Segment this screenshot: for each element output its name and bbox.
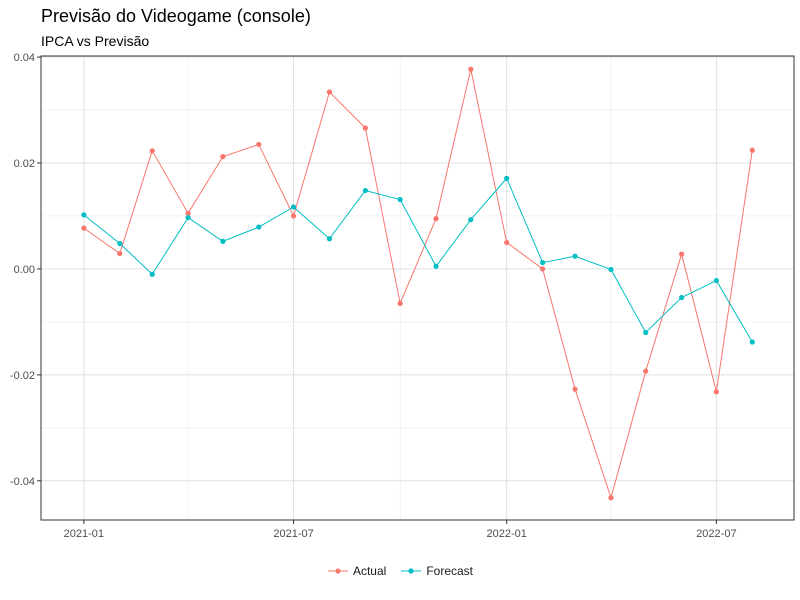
data-point-forecast	[749, 339, 755, 345]
legend: Actual Forecast	[0, 564, 800, 578]
data-point-actual	[504, 239, 510, 246]
data-point-forecast	[362, 187, 368, 194]
data-point-forecast	[713, 277, 719, 284]
series-line-forecast	[83, 177, 753, 343]
data-point-forecast	[220, 238, 226, 244]
data-point-forecast	[540, 259, 546, 266]
data-point-actual	[220, 154, 226, 160]
data-point-actual	[749, 147, 755, 153]
y-tick-label: 0.00	[14, 264, 35, 276]
data-point-forecast	[149, 271, 155, 277]
chart-subtitle: IPCA vs Previsão	[41, 33, 150, 49]
data-point-forecast	[185, 214, 191, 221]
data-point-actual	[608, 495, 614, 501]
y-tick-label: -0.02	[10, 370, 35, 382]
series-points	[81, 66, 755, 501]
data-point-actual	[713, 389, 719, 395]
legend-label-forecast: Forecast	[426, 564, 474, 578]
data-point-forecast	[81, 212, 87, 218]
y-tick-label: 0.04	[14, 52, 35, 64]
data-point-forecast	[608, 266, 614, 273]
plot-panel	[41, 56, 794, 520]
data-point-actual	[117, 250, 123, 257]
legend-item-forecast: Forecast	[400, 564, 473, 578]
data-point-forecast	[679, 294, 685, 301]
data-point-forecast	[117, 240, 123, 247]
data-point-actual	[81, 225, 87, 231]
legend-item-actual: Actual	[327, 564, 386, 578]
y-tick-label: -0.04	[10, 476, 35, 488]
data-point-actual	[433, 216, 439, 222]
legend-key-forecast	[401, 568, 422, 574]
data-point-forecast	[572, 253, 578, 259]
chart-title: Previsão do Videogame (console)	[41, 6, 311, 26]
legend-key-actual	[327, 568, 348, 574]
x-tick-label: 2022-01	[487, 528, 527, 540]
data-point-forecast	[643, 329, 649, 336]
data-point-actual	[362, 125, 368, 131]
legend-key-point	[335, 568, 341, 574]
major-gridlines	[41, 56, 794, 520]
x-tick-label: 2021-01	[64, 528, 104, 540]
legend-key-point	[408, 568, 414, 574]
legend-label-actual: Actual	[352, 564, 387, 578]
x-tick-label: 2022-07	[696, 528, 736, 540]
data-point-actual	[679, 251, 685, 257]
x-axis: 2021-01 2021-07 2022-01 2022-07	[64, 520, 737, 540]
minor-gridlines	[41, 56, 794, 520]
data-point-forecast	[326, 236, 333, 242]
y-axis: 0.04 0.02 0.00 -0.02 -0.04	[10, 52, 41, 488]
data-point-actual	[468, 66, 474, 72]
data-point-forecast	[504, 175, 510, 181]
x-tick-label: 2021-07	[273, 528, 313, 540]
data-point-actual	[149, 148, 155, 154]
data-point-actual	[326, 89, 333, 95]
data-point-forecast	[433, 263, 439, 269]
plot-border	[40, 55, 795, 521]
data-point-actual	[643, 368, 649, 374]
series-line-actual	[83, 69, 753, 500]
y-tick-label: 0.02	[14, 158, 35, 170]
data-point-forecast	[256, 224, 262, 230]
data-point-actual	[572, 386, 578, 392]
data-point-actual	[256, 141, 262, 148]
data-point-actual	[290, 213, 297, 219]
data-point-forecast	[468, 217, 474, 223]
data-point-forecast	[397, 196, 403, 203]
data-point-actual	[540, 266, 546, 272]
data-point-actual	[185, 210, 191, 216]
series-lines	[83, 69, 753, 500]
data-point-forecast	[290, 204, 297, 210]
data-point-actual	[397, 300, 403, 306]
